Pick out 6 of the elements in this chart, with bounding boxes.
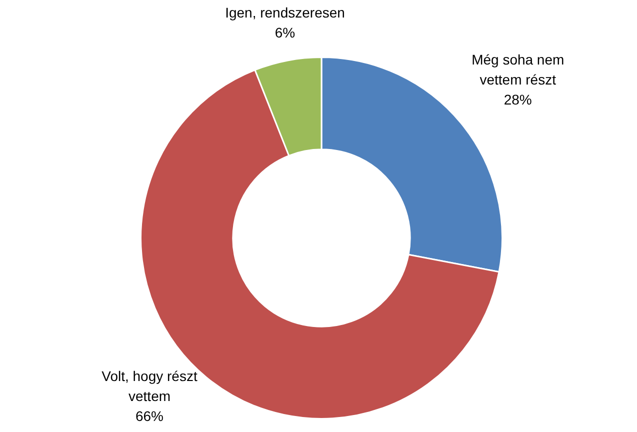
slice-label: Volt, hogy részt vettem — [102, 368, 198, 404]
data-label: 28% — [504, 92, 532, 108]
data-label: 66% — [135, 408, 164, 424]
slice-label: Még soha nem vettem részt — [472, 52, 564, 88]
slice-label: Igen, rendszeresen — [225, 4, 345, 21]
data-label: 6% — [274, 24, 296, 41]
